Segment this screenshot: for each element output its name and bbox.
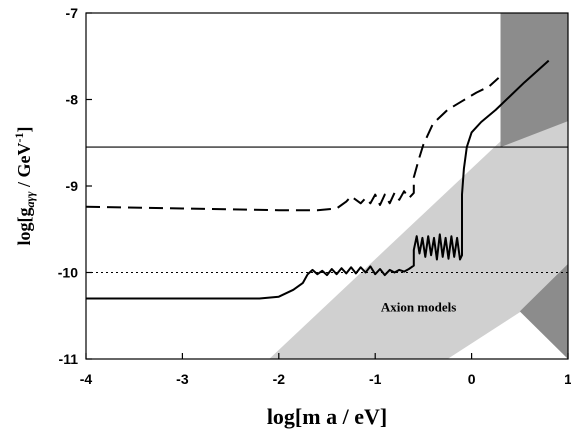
shaded-region-2	[519, 263, 568, 359]
y-tick-label: -9	[66, 178, 79, 194]
shaded-regions	[269, 13, 568, 359]
annotations: Axion models	[381, 299, 456, 314]
y-tick-label: -10	[58, 265, 78, 281]
x-tick-label: -1	[369, 371, 382, 387]
x-tick-label: -3	[176, 371, 189, 387]
y-axis-title-sup: -1	[12, 133, 26, 143]
annotation-label: Axion models	[381, 299, 456, 314]
x-tick-label: -2	[273, 371, 286, 387]
x-tick-label: -4	[80, 371, 93, 387]
shaded-region-0	[269, 77, 568, 359]
x-axis-title: log[m a / eV]	[267, 404, 387, 429]
y-tick-label: -8	[66, 92, 79, 108]
y-tick-label: -11	[59, 351, 79, 367]
axis-ticks: -4 -3 -2 -1 0 1-11-10-9-8-7	[58, 5, 571, 387]
series-line-solid	[86, 59, 550, 300]
x-tick-label: 1	[564, 371, 571, 387]
y-axis-title-main: log[g	[14, 207, 34, 245]
series-group	[86, 59, 550, 300]
y-tick-label: -7	[66, 5, 79, 21]
reference-lines	[86, 146, 568, 274]
y-axis-title-end: ]	[14, 127, 34, 133]
y-axis-title: log[gaγγ / GeV-1]	[12, 127, 37, 246]
shaded-region-1	[500, 13, 568, 148]
x-tick-label: 0	[468, 371, 476, 387]
y-axis-title-tail: / GeV	[14, 143, 34, 192]
y-axis-title-sub: aγγ	[23, 192, 37, 208]
series-line-dashed	[86, 77, 500, 212]
